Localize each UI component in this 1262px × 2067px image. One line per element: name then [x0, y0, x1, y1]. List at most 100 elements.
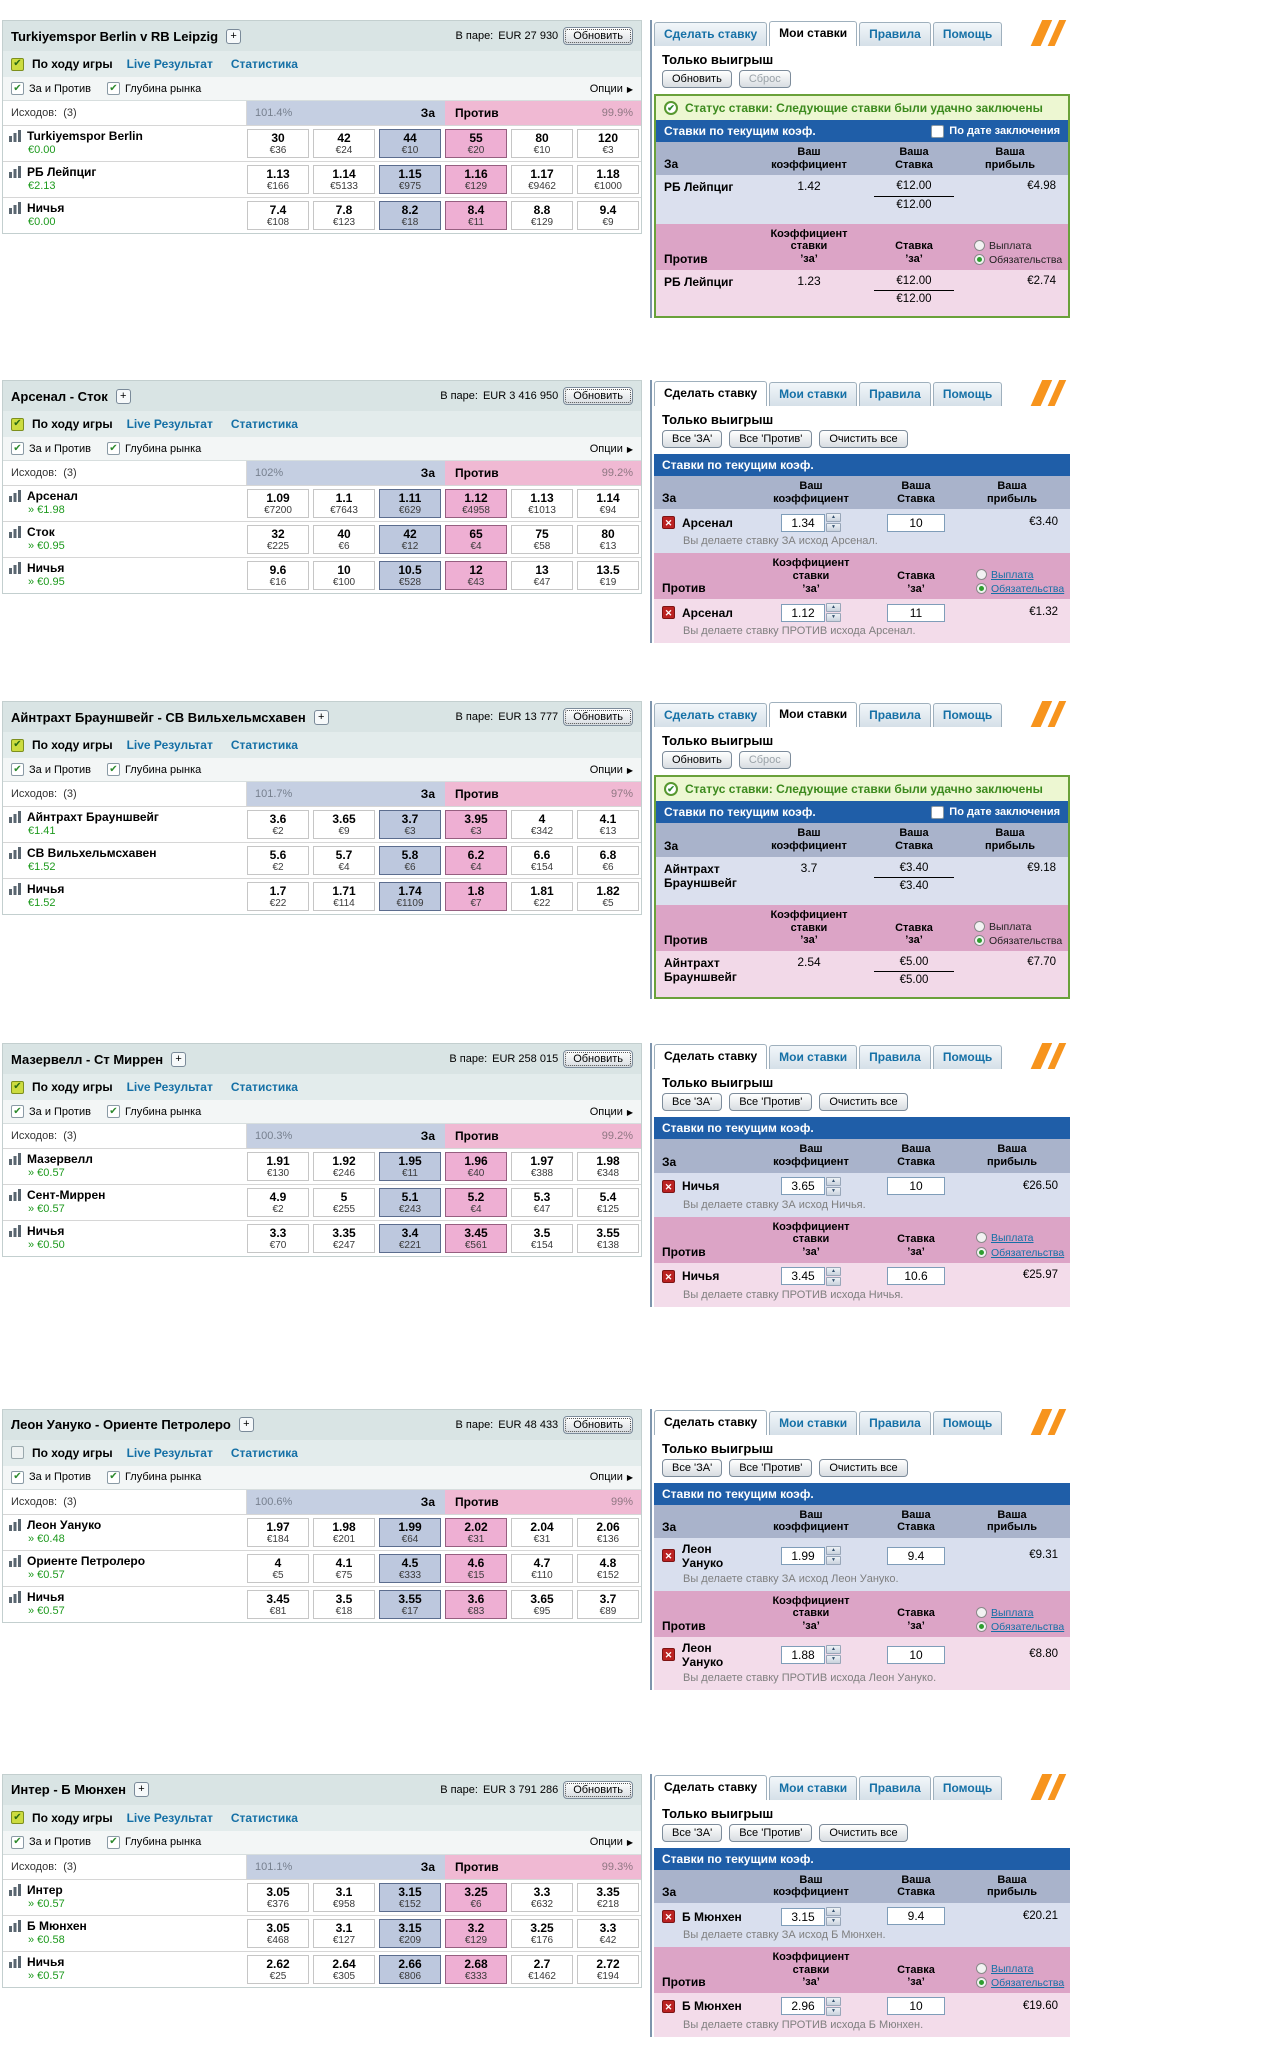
odds-cell[interactable]: 1.92 €246 — [313, 1152, 375, 1182]
odds-cell[interactable]: 1.98 €348 — [577, 1152, 639, 1182]
odds-cell[interactable]: 4.6 €15 — [445, 1553, 507, 1583]
odds-cell[interactable]: 3.35 €247 — [313, 1224, 375, 1254]
odds-cell[interactable]: 2.62 €25 — [247, 1954, 309, 1984]
refresh-market-button[interactable]: Обновить — [563, 1050, 633, 1069]
payout-radio[interactable] — [976, 1606, 987, 1618]
odds-cell[interactable]: 3.7 €89 — [577, 1589, 639, 1619]
by-date-checkbox[interactable] — [931, 124, 945, 138]
coefficient-stepper[interactable] — [826, 1266, 841, 1286]
odds-cell[interactable]: 2.06 €136 — [577, 1517, 639, 1547]
odds-cell[interactable]: 1.12 €4958 — [445, 489, 507, 519]
liability-radio[interactable] — [974, 934, 985, 946]
odds-cell[interactable]: 3.3 €632 — [511, 1882, 573, 1912]
odds-cell[interactable]: 1.11 €629 — [379, 489, 441, 519]
odds-cell[interactable]: 1.96 €40 — [445, 1152, 507, 1182]
back-lay-checkbox[interactable] — [11, 442, 24, 456]
spin-down-icon[interactable] — [826, 2006, 841, 2016]
coefficient-input[interactable] — [781, 1907, 825, 1926]
odds-cell[interactable]: 40 €6 — [313, 525, 375, 555]
coefficient-stepper[interactable] — [826, 1645, 841, 1665]
odds-cell[interactable]: 42 €24 — [313, 129, 375, 158]
odds-cell[interactable]: 8.4 €11 — [445, 201, 507, 230]
odds-cell[interactable]: 5.1 €243 — [379, 1188, 441, 1218]
market-depth-checkbox[interactable] — [106, 1470, 120, 1484]
coefficient-input[interactable] — [781, 1546, 825, 1565]
odds-cell[interactable]: 6.6 €154 — [511, 846, 573, 876]
odds-cell[interactable]: 3.7 €3 — [379, 810, 441, 840]
odds-cell[interactable]: 1.13 €166 — [247, 165, 309, 194]
refresh-market-button[interactable]: Обновить — [563, 27, 633, 45]
odds-cell[interactable]: 1.13 €1013 — [511, 489, 573, 519]
remove-bet-icon[interactable] — [662, 1549, 675, 1563]
liability-link[interactable]: Обязательства — [991, 1620, 1065, 1633]
tab-place-bet[interactable]: Сделать ставку — [654, 1409, 768, 1435]
stake-input[interactable] — [887, 1176, 945, 1195]
odds-cell[interactable]: 3.05 €376 — [247, 1882, 309, 1912]
options-button[interactable]: Опции — [590, 1836, 633, 1848]
odds-cell[interactable]: 3.25 €176 — [511, 1918, 573, 1948]
back-lay-checkbox[interactable] — [11, 82, 24, 95]
odds-cell[interactable]: 2.64 €305 — [313, 1954, 375, 1984]
statistics-link[interactable]: Статистика — [230, 1445, 298, 1460]
payout-radio[interactable] — [974, 239, 985, 251]
coefficient-input[interactable] — [781, 603, 825, 622]
payout-radio[interactable] — [976, 569, 987, 581]
stake-input[interactable] — [887, 1266, 945, 1285]
odds-cell[interactable]: 3.2 €129 — [445, 1918, 507, 1948]
odds-cell[interactable]: 3.45 €561 — [445, 1224, 507, 1254]
stake-input[interactable] — [887, 1997, 945, 2016]
spin-down-icon[interactable] — [826, 1917, 841, 1927]
live-result-link[interactable]: Live Результат — [126, 1445, 213, 1460]
payout-radio[interactable] — [976, 1962, 987, 1974]
spin-down-icon[interactable] — [826, 613, 841, 623]
odds-cell[interactable]: 1.14 €94 — [577, 489, 639, 519]
all-back-button[interactable]: Все 'ЗА' — [662, 430, 723, 449]
statistics-link[interactable]: Статистика — [230, 1080, 298, 1095]
tab-rules[interactable]: Правила — [859, 22, 931, 46]
odds-cell[interactable]: 1.81 €22 — [511, 882, 573, 912]
back-lay-checkbox[interactable] — [11, 1105, 24, 1119]
coefficient-stepper[interactable] — [826, 603, 841, 623]
by-date-checkbox[interactable] — [931, 805, 945, 819]
stake-input[interactable] — [887, 603, 945, 622]
liability-link[interactable]: Обязательства — [991, 583, 1065, 596]
odds-cell[interactable]: 6.2 €4 — [445, 846, 507, 876]
expand-market-button[interactable] — [313, 709, 329, 725]
spin-down-icon[interactable] — [826, 1186, 841, 1196]
tab-help[interactable]: Помощь — [932, 1410, 1003, 1435]
live-result-link[interactable]: Live Результат — [126, 1810, 213, 1825]
chart-icon[interactable] — [9, 1153, 22, 1166]
odds-cell[interactable]: 4.7 €110 — [511, 1553, 573, 1583]
spin-up-icon[interactable] — [826, 1266, 841, 1276]
odds-cell[interactable]: 1.7 €22 — [247, 882, 309, 912]
odds-cell[interactable]: 3.4 €221 — [379, 1224, 441, 1254]
remove-bet-icon[interactable] — [662, 1179, 675, 1193]
odds-cell[interactable]: 1.95 €11 — [379, 1152, 441, 1182]
refresh-market-button[interactable]: Обновить — [563, 1780, 633, 1799]
options-button[interactable]: Опции — [590, 83, 633, 95]
chart-icon[interactable] — [9, 490, 22, 503]
expand-market-button[interactable] — [226, 28, 242, 44]
odds-cell[interactable]: 3.35 €218 — [577, 1882, 639, 1912]
chart-icon[interactable] — [9, 1919, 22, 1932]
coefficient-stepper[interactable] — [826, 1546, 841, 1566]
odds-cell[interactable]: 30 €36 — [247, 129, 309, 158]
odds-cell[interactable]: 1.97 €388 — [511, 1152, 573, 1182]
statistics-link[interactable]: Статистика — [230, 57, 298, 71]
spin-up-icon[interactable] — [826, 603, 841, 613]
odds-cell[interactable]: 6.8 €6 — [577, 846, 639, 876]
tab-place-bet[interactable]: Сделать ставку — [654, 703, 768, 728]
odds-cell[interactable]: 3.1 €127 — [313, 1918, 375, 1948]
spin-down-icon[interactable] — [826, 1276, 841, 1286]
chart-icon[interactable] — [9, 202, 22, 214]
tab-rules[interactable]: Правила — [859, 382, 931, 407]
remove-bet-icon[interactable] — [662, 606, 675, 620]
odds-cell[interactable]: 3.6 €2 — [247, 810, 309, 840]
remove-bet-icon[interactable] — [662, 1648, 675, 1662]
chart-icon[interactable] — [9, 1554, 22, 1567]
expand-market-button[interactable] — [115, 388, 131, 404]
refresh-bets-button[interactable]: Обновить — [662, 751, 732, 770]
market-depth-checkbox[interactable] — [106, 82, 120, 95]
tab-rules[interactable]: Правила — [859, 1410, 931, 1435]
coefficient-input[interactable] — [781, 1997, 825, 2016]
